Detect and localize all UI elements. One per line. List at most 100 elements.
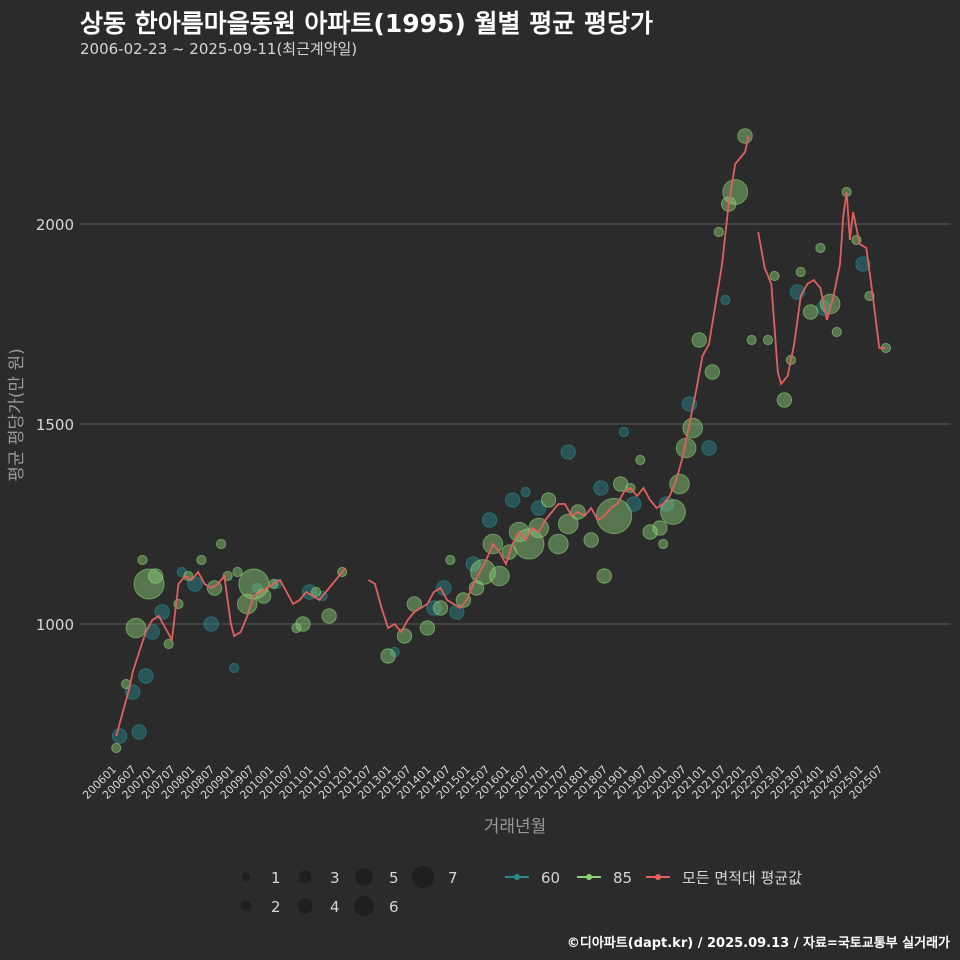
- y-axis-label: 평균 평당가(만 원): [7, 348, 27, 482]
- point-60: [131, 724, 147, 740]
- legend: 1 2 3 4 5 6 7 60 85 모든 면적대 평균값: [240, 865, 802, 916]
- legend-series-label: 85: [613, 869, 632, 887]
- point-60: [111, 728, 128, 744]
- point-85: [660, 499, 686, 525]
- point-85: [137, 554, 148, 566]
- point-85: [540, 492, 557, 508]
- legend-series-dot: [514, 874, 520, 880]
- point-85: [769, 270, 780, 282]
- series-85-points: [111, 128, 892, 754]
- y-tick-label: 2000: [36, 216, 74, 234]
- point-85: [583, 532, 599, 548]
- legend-size-marker: [240, 900, 252, 912]
- point-85: [445, 554, 456, 566]
- point-60: [481, 512, 498, 528]
- point-60: [504, 492, 521, 508]
- point-85: [548, 533, 569, 555]
- point-85: [776, 392, 793, 408]
- point-60: [144, 624, 161, 640]
- y-tick-label: 1000: [36, 616, 74, 634]
- point-85: [557, 513, 579, 535]
- point-85: [111, 742, 122, 754]
- x-axis-label: 거래년월: [484, 817, 547, 837]
- point-85: [215, 538, 227, 550]
- point-85: [691, 332, 707, 348]
- legend-size-marker: [297, 898, 313, 914]
- average-line-segment: [757, 191, 886, 386]
- legend-size-marker: [355, 868, 373, 886]
- point-60: [229, 662, 240, 674]
- point-85: [183, 570, 194, 582]
- point-85: [713, 226, 724, 238]
- grid-lines: [80, 223, 950, 625]
- series-60-points: [111, 256, 871, 744]
- point-85: [635, 454, 646, 466]
- point-60: [426, 600, 442, 616]
- legend-size-marker: [241, 872, 251, 882]
- point-85: [595, 497, 633, 535]
- point-85: [652, 520, 668, 536]
- legend-series-dot: [586, 874, 592, 880]
- point-60: [203, 616, 219, 632]
- legend-series-label: 모든 면적대 평균값: [682, 869, 802, 887]
- point-85: [232, 566, 243, 578]
- average-line: [115, 135, 886, 737]
- x-axis-ticks: 2006012006072007012007072008012008072009…: [80, 763, 885, 802]
- point-85: [596, 568, 612, 584]
- point-60: [138, 668, 154, 684]
- point-60: [520, 486, 531, 498]
- point-85: [419, 620, 436, 636]
- point-85: [196, 554, 207, 566]
- point-85: [310, 586, 322, 598]
- legend-size-marker: [354, 896, 374, 916]
- point-60: [618, 426, 630, 438]
- point-85: [125, 617, 147, 639]
- point-85: [722, 179, 749, 205]
- legend-size-label: 7: [448, 869, 458, 887]
- legend-size-label: 1: [271, 869, 281, 887]
- point-85: [682, 417, 703, 439]
- y-tick-label: 1500: [36, 416, 74, 434]
- point-85: [795, 266, 806, 278]
- legend-size-label: 2: [271, 898, 281, 916]
- point-85: [642, 524, 658, 540]
- point-85: [815, 242, 826, 254]
- point-85: [432, 600, 449, 616]
- average-line-segment: [115, 567, 347, 737]
- point-85: [455, 592, 472, 608]
- legend-size-marker: [411, 865, 435, 889]
- chart-title: 상동 한아름마을동원 아파트(1995) 월별 평균 평당가: [80, 9, 653, 38]
- point-85: [163, 638, 174, 650]
- source-credit: ©디아파트(dapt.kr) / 2025.09.13 / 자료=국토교통부 실…: [566, 936, 950, 951]
- point-85: [321, 608, 337, 624]
- point-60: [701, 440, 717, 456]
- point-85: [669, 473, 690, 495]
- y-axis-ticks: 1000 1500 2000: [36, 216, 74, 634]
- point-60: [855, 256, 871, 272]
- chart-subtitle: 2006-02-23 ~ 2025-09-11(최근계약일): [80, 40, 358, 58]
- legend-size-label: 3: [330, 869, 340, 887]
- legend-size-label: 6: [389, 898, 399, 916]
- point-85: [658, 538, 669, 550]
- legend-size-marker: [298, 870, 312, 884]
- point-85: [489, 565, 510, 587]
- point-60: [593, 480, 609, 496]
- legend-size-label: 4: [330, 898, 340, 916]
- point-85: [133, 568, 165, 600]
- point-85: [295, 616, 311, 632]
- point-85: [746, 334, 757, 346]
- point-85: [704, 364, 721, 380]
- point-85: [802, 304, 819, 320]
- point-60: [720, 294, 731, 306]
- legend-series-dot: [655, 874, 661, 880]
- legend-size-label: 5: [389, 869, 399, 887]
- point-85: [831, 326, 842, 338]
- point-85: [737, 128, 753, 144]
- point-85: [147, 568, 164, 584]
- legend-series-label: 60: [541, 869, 560, 887]
- average-line-segment: [367, 135, 750, 634]
- point-85: [380, 648, 396, 664]
- point-60: [560, 444, 576, 460]
- point-85: [762, 334, 774, 346]
